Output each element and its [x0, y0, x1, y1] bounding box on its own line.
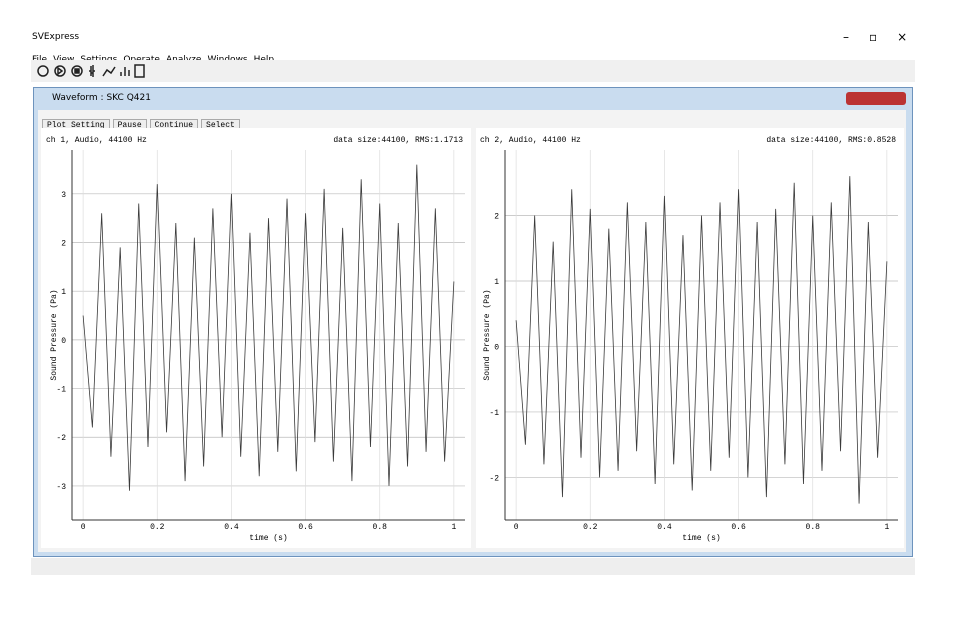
y-tick-label: -3 — [56, 483, 66, 492]
y-tick-label: 3 — [61, 191, 66, 200]
y-tick-label: 2 — [494, 212, 499, 221]
x-axis-label: time (s) — [249, 534, 287, 543]
chart-title: ch 2, Audio, 44100 Hz — [480, 136, 581, 145]
y-tick-label: 1 — [494, 278, 499, 287]
panel — [476, 128, 904, 548]
x-tick-label: 0.4 — [224, 523, 239, 532]
x-axis-label: time (s) — [682, 534, 720, 543]
inner-window: Waveform : SKC Q421 Plot Setting Pause Con… — [33, 87, 913, 557]
toolbar — [31, 60, 915, 82]
x-tick-label: 0.8 — [806, 523, 821, 532]
window-buttons[interactable] — [846, 92, 906, 105]
x-tick-label: 0.2 — [583, 523, 598, 532]
waveform — [515, 176, 888, 504]
y-axis-label: Sound Pressure (Pa) — [483, 289, 492, 380]
x-tick-label: 0.8 — [373, 523, 388, 532]
y-tick-label: -2 — [56, 434, 66, 443]
toolbar-icons[interactable] — [31, 60, 161, 82]
x-tick-label: 0 — [514, 523, 519, 532]
x-tick-label: 1 — [451, 523, 456, 532]
x-tick-label: 0.6 — [298, 523, 313, 532]
x-tick-label: 0.4 — [657, 523, 672, 532]
y-tick-label: 1 — [61, 288, 66, 297]
y-tick-label: 2 — [61, 240, 66, 249]
window-controls[interactable]: –▫× — [843, 30, 928, 44]
chart-title: ch 1, Audio, 44100 Hz — [46, 136, 147, 145]
window-body: Plot Setting Pause Continue Select — [38, 110, 906, 552]
y-tick-label: -1 — [489, 409, 499, 418]
window-title: Waveform : SKC Q421 — [52, 93, 151, 103]
y-axis-label: Sound Pressure (Pa) — [50, 289, 59, 380]
x-tick-label: 1 — [884, 523, 889, 532]
chart-subtitle: data size:44100, RMS:1.1713 — [333, 136, 463, 145]
chart-subtitle: data size:44100, RMS:0.8528 — [766, 136, 896, 145]
x-tick-label: 0.6 — [731, 523, 746, 532]
y-tick-label: 0 — [494, 343, 499, 352]
x-tick-label: 0 — [81, 523, 86, 532]
y-tick-label: -1 — [56, 386, 66, 395]
status-bar — [31, 558, 915, 575]
waveform — [82, 164, 455, 491]
y-tick-label: 0 — [61, 337, 66, 346]
y-tick-label: -2 — [489, 474, 499, 483]
panel — [41, 128, 471, 548]
x-tick-label: 0.2 — [150, 523, 165, 532]
app-title: SVExpress — [32, 32, 80, 42]
